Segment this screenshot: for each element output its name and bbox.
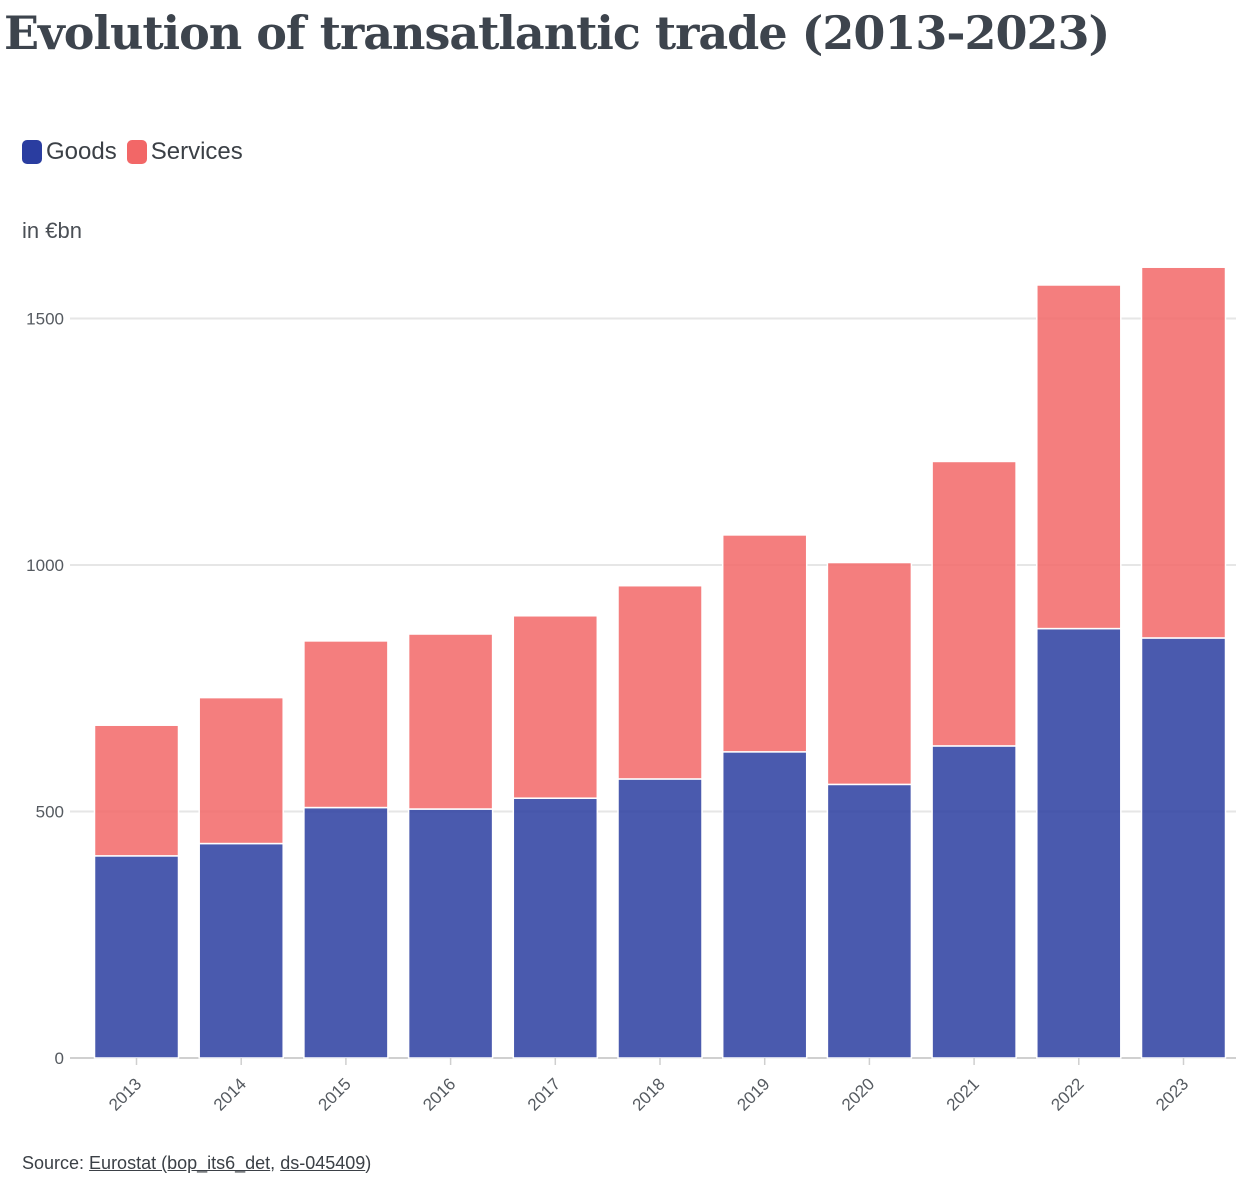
bar-services-2017: [512, 615, 599, 799]
y-tick-label-0: 0: [55, 1049, 64, 1068]
source-prefix: Source:: [22, 1153, 90, 1173]
x-tick-label-2016: 2016: [419, 1074, 459, 1114]
x-tick-label-2023: 2023: [1152, 1074, 1192, 1114]
bar-goods-2017: [512, 797, 599, 1059]
legend-swatch-services: [126, 140, 147, 164]
x-tick-label-2019: 2019: [733, 1074, 773, 1114]
bar-goods-2022: [1036, 627, 1122, 1059]
bar-services-2018: [617, 584, 703, 780]
bar-services-2022: [1036, 284, 1122, 630]
bar-services-2015: [303, 640, 389, 809]
bar-goods-2020: [826, 783, 913, 1059]
bar-services-2019: [721, 534, 808, 753]
source-link-eurostat[interactable]: Eurostat (bop_its6_det: [89, 1153, 271, 1173]
legend: Goods Services: [22, 138, 253, 166]
legend-item-goods[interactable]: Goods: [22, 138, 117, 166]
unit-label: in €bn: [22, 218, 82, 243]
bar-goods-2014: [198, 842, 284, 1059]
source-separator: ,: [270, 1153, 281, 1173]
legend-label-goods: Goods: [46, 138, 117, 165]
bar-goods-2019: [721, 751, 808, 1059]
bar-services-2013: [93, 724, 180, 857]
bar-goods-2015: [303, 806, 389, 1059]
bar-services-2016: [407, 633, 494, 810]
legend-swatch-goods: [22, 140, 42, 164]
chart-title: Evolution of transatlantic trade (2013-2…: [4, 6, 1110, 60]
x-tick-label-2018: 2018: [629, 1074, 669, 1114]
y-tick-label-500: 500: [36, 803, 64, 822]
y-tick-label-1500: 1500: [26, 310, 64, 329]
x-tick-label-2020: 2020: [838, 1074, 878, 1114]
bar-goods-2023: [1140, 637, 1227, 1059]
bar-goods-2016: [407, 808, 494, 1059]
x-tick-label-2022: 2022: [1047, 1074, 1087, 1114]
x-tick-label-2015: 2015: [315, 1074, 355, 1114]
bar-goods-2018: [617, 778, 703, 1059]
x-tick-label-2014: 2014: [210, 1074, 250, 1114]
bar-services-2020: [826, 561, 913, 786]
bar-goods-2013: [93, 855, 180, 1059]
legend-label-services: Services: [150, 138, 243, 165]
x-tick-label-2021: 2021: [943, 1074, 983, 1114]
source-link-dataset[interactable]: ds-045409: [280, 1153, 366, 1173]
bar-services-2021: [931, 460, 1017, 747]
source-note: Source: Eurostat (bop_its6_det, ds-04540…: [22, 1153, 371, 1174]
y-tick-label-1000: 1000: [26, 556, 64, 575]
x-tick-label-2013: 2013: [105, 1074, 145, 1114]
legend-item-services[interactable]: Services: [126, 138, 243, 166]
bar-services-2014: [198, 696, 284, 845]
source-suffix: ): [365, 1153, 372, 1173]
bar-services-2023: [1140, 266, 1227, 639]
x-tick-label-2017: 2017: [524, 1074, 564, 1114]
bar-goods-2021: [931, 745, 1017, 1059]
